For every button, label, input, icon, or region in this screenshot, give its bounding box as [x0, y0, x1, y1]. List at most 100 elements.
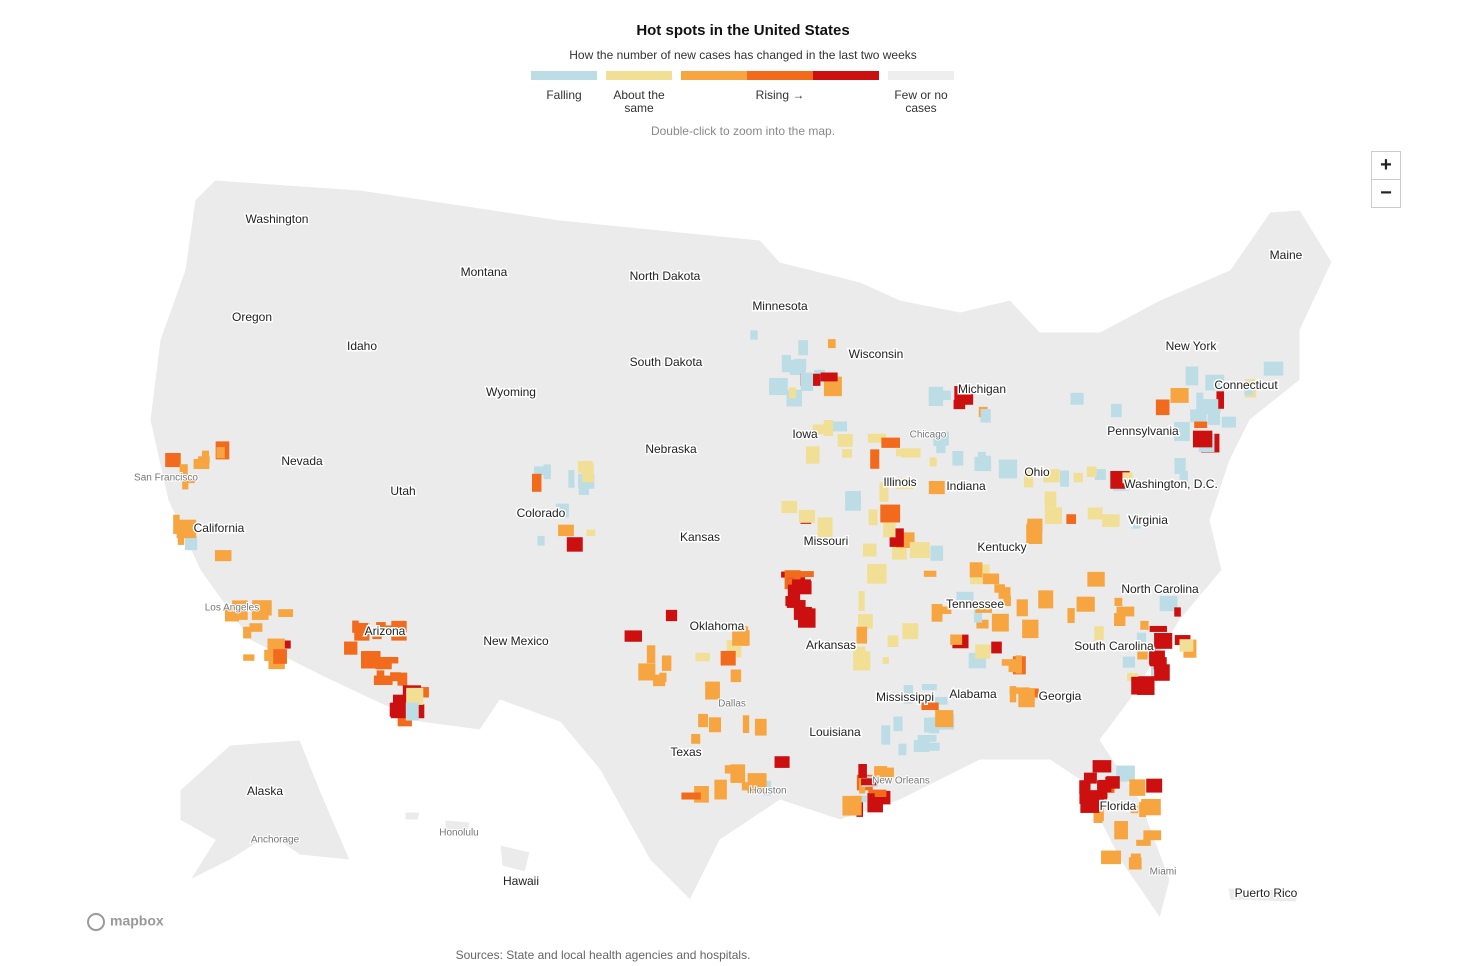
- county: [842, 449, 853, 458]
- state-label: Oregon: [232, 310, 272, 324]
- county: [397, 672, 408, 686]
- county: [862, 543, 877, 557]
- state-label: Pennsylvania: [1107, 424, 1179, 438]
- state-label: Louisiana: [809, 725, 861, 739]
- county: [827, 339, 836, 349]
- county: [1094, 626, 1104, 641]
- state-label: Tennessee: [946, 597, 1004, 611]
- city-label: Miami: [1150, 867, 1177, 878]
- county: [853, 651, 871, 671]
- legend: Falling About the same Rising → Few or no cas…: [531, 71, 954, 115]
- county: [909, 542, 930, 559]
- state-label: Virginia: [1128, 513, 1168, 527]
- county: [991, 641, 1002, 654]
- county: [1131, 519, 1141, 529]
- state-label: Wisconsin: [849, 347, 904, 361]
- county: [1136, 632, 1147, 648]
- county: [879, 482, 889, 502]
- hotspots: [165, 330, 1284, 870]
- county: [1114, 597, 1123, 606]
- county: [1130, 805, 1139, 814]
- county: [1105, 776, 1119, 786]
- zoom-out[interactable]: −: [1371, 179, 1401, 208]
- city-label: Anchorage: [251, 835, 300, 846]
- county: [928, 717, 940, 734]
- map-labels: Washington Montana North Dakota Minnesota Or…: [133, 211, 1304, 902]
- legend-swatch: [681, 71, 747, 80]
- county: [243, 626, 252, 639]
- county: [249, 623, 263, 632]
- county: [754, 718, 767, 736]
- city-label: Honolulu: [439, 828, 478, 839]
- county: [982, 573, 1000, 585]
- county: [1003, 595, 1011, 607]
- county: [1154, 664, 1170, 681]
- county: [867, 433, 886, 443]
- county: [1205, 374, 1225, 391]
- state-label: Washington: [246, 212, 309, 226]
- county: [566, 537, 583, 552]
- county: [935, 390, 951, 401]
- county: [1114, 821, 1128, 840]
- county: [1093, 811, 1103, 823]
- county: [975, 644, 991, 659]
- city-label: Dallas: [718, 699, 746, 710]
- county: [787, 577, 795, 595]
- city-label: Los Angeles: [205, 603, 260, 614]
- county: [1137, 645, 1148, 660]
- county: [1067, 608, 1075, 623]
- state-label: Kentucky: [977, 540, 1026, 554]
- county: [956, 591, 974, 609]
- county: [950, 634, 963, 645]
- county: [861, 778, 877, 786]
- hawaii: [404, 811, 421, 821]
- county: [937, 606, 952, 614]
- state-label: Michigan: [958, 382, 1006, 396]
- county: [977, 451, 986, 459]
- legend-swatch: [813, 71, 879, 80]
- county: [1131, 676, 1141, 695]
- city-label: Chicago: [910, 430, 947, 441]
- state-label: Ohio: [1024, 465, 1050, 479]
- legend-swatch: [747, 71, 813, 80]
- county: [378, 625, 394, 633]
- county: [742, 715, 750, 734]
- county: [214, 550, 232, 562]
- county: [624, 630, 642, 642]
- county: [1073, 472, 1083, 483]
- county: [893, 716, 903, 732]
- county: [903, 685, 913, 704]
- state-label: Nevada: [281, 454, 323, 468]
- county: [882, 657, 889, 664]
- county: [750, 330, 758, 340]
- county: [1008, 659, 1018, 673]
- state-label: Texas: [670, 745, 701, 759]
- county: [1128, 857, 1142, 870]
- county: [165, 452, 181, 468]
- county: [708, 717, 722, 733]
- state-label: Connecticut: [1214, 378, 1278, 392]
- zoom-in[interactable]: +: [1371, 151, 1401, 180]
- county: [881, 725, 891, 745]
- county: [533, 466, 545, 476]
- county: [1129, 779, 1146, 796]
- source: Sources: State and local health agencies…: [456, 948, 751, 962]
- county: [870, 449, 880, 469]
- state-label: Puerto Rico: [1235, 886, 1298, 900]
- county: [1149, 625, 1167, 632]
- county: [774, 756, 790, 768]
- county: [881, 437, 900, 448]
- legend-swatch: [888, 71, 954, 80]
- state-label: Alaska: [247, 784, 283, 798]
- county: [1087, 571, 1105, 587]
- state-label: Mississippi: [876, 690, 934, 704]
- county: [980, 408, 991, 423]
- county: [812, 424, 827, 435]
- county: [797, 571, 814, 578]
- county: [1174, 421, 1190, 442]
- county: [1060, 470, 1069, 487]
- state-label: Utah: [390, 484, 415, 498]
- county: [691, 733, 701, 744]
- county: [361, 651, 381, 669]
